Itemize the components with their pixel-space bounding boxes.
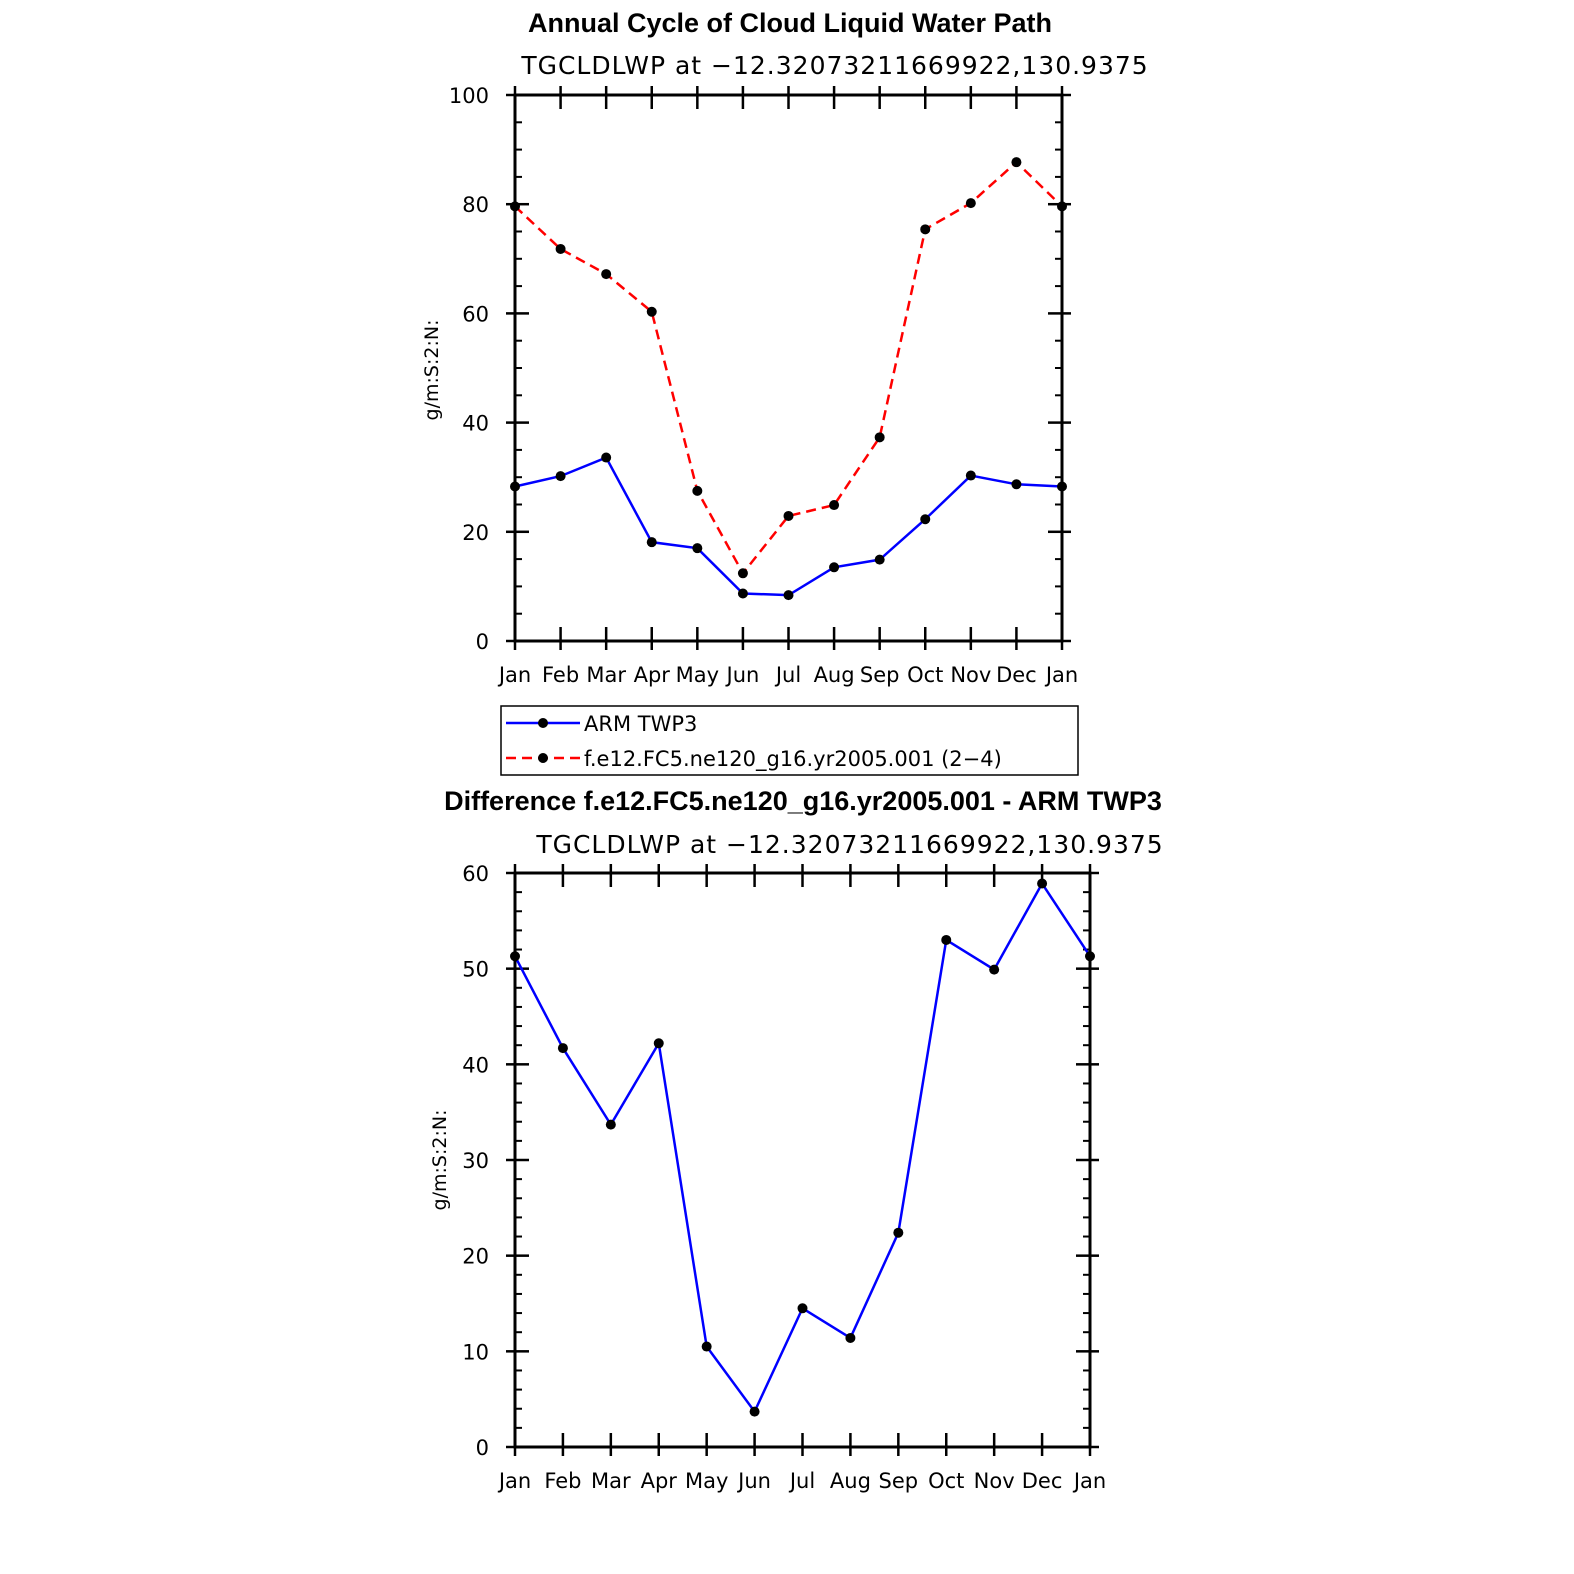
y-tick-label: 60 [462,862,489,886]
x-tick-label: Aug [830,1469,871,1493]
data-point [1085,951,1095,962]
data-point [601,269,612,280]
x-tick-label: Jun [725,663,760,687]
series-line-0 [514,455,1063,597]
y-tick-label: 30 [462,1149,489,1173]
data-point [965,470,976,481]
data-point [893,1227,904,1238]
data-point [510,951,520,962]
x-tick-label: Feb [544,1469,581,1493]
y-tick-label: 80 [462,193,489,217]
data-point [874,432,885,443]
data-point [783,510,794,521]
x-tick-label: Jun [736,1469,771,1493]
data-point [1011,479,1022,490]
x-tick-label: Jan [497,1469,531,1493]
x-tick-label: Apr [641,1469,678,1493]
data-point [965,198,976,209]
data-point [797,1303,808,1314]
legend-label-arm: ARM TWP3 [584,712,697,736]
x-tick-label: Jan [1072,1469,1106,1493]
x-tick-label: Oct [907,663,943,687]
y-tick-label: 50 [462,958,489,982]
difference-chart: Difference f.e12.FC5.ne120_g16.yr2005.00… [429,786,1163,1493]
data-point [1057,201,1067,212]
x-tick-label: Jan [497,663,531,687]
x-tick-label: May [676,663,719,687]
legend-label-model: f.e12.FC5.ne120_g16.yr2005.001 (2−4) [584,747,1002,772]
x-tick-label: Jul [788,1469,815,1493]
x-tick-label: Sep [879,1469,919,1493]
data-point [941,934,952,945]
x-tick-label: Mar [586,663,626,687]
data-point [692,485,703,496]
data-point [701,1341,712,1352]
y-tick-label: 0 [476,630,489,654]
chart1-title: Annual Cycle of Cloud Liquid Water Path [528,8,1052,38]
data-point [555,471,566,482]
data-point [646,306,657,317]
x-tick-label: Jul [774,663,801,687]
data-point [783,590,794,601]
x-tick-label: Nov [974,1469,1015,1493]
chart1-ylabel: g/m:S:2:N: [421,320,443,421]
data-point [829,500,840,511]
chart2-frame [513,871,1092,1449]
data-point [920,514,931,525]
y-tick-label: 20 [462,1245,489,1269]
data-point [874,554,885,565]
x-tick-label: Dec [1022,1469,1063,1493]
data-point [737,568,748,579]
legend-marker-arm [538,718,548,728]
data-point [989,964,1000,975]
data-point [737,588,748,599]
data-point [845,1332,856,1343]
x-tick-label: Apr [634,663,671,687]
chart2-title: Difference f.e12.FC5.ne120_g16.yr2005.00… [444,786,1162,816]
data-point [1057,481,1067,492]
y-tick-label: 60 [462,302,489,326]
x-tick-label: Sep [860,663,900,687]
chart2-subtitle: TGCLDLWP at −12.32073211669922,130.9375 [535,830,1163,859]
data-point [557,1043,568,1054]
data-point [646,537,657,548]
x-tick-label: Oct [928,1469,964,1493]
data-point [605,1119,616,1130]
x-tick-label: May [685,1469,728,1493]
data-point [555,243,566,254]
y-tick-label: 40 [462,1053,489,1077]
data-point [829,562,840,573]
chart1-plot-area: Jan Feb Mar Apr May Jun Jul Aug Sep Oct Nov Dec Jan 0… [449,84,1078,687]
data-point [749,1406,760,1417]
data-point [510,201,520,212]
y-tick-label: 10 [462,1340,489,1364]
legend-marker-model [538,753,548,763]
chart2-ylabel: g/m:S:2:N: [429,1110,451,1211]
y-tick-label: 40 [462,412,489,436]
annual-cycle-chart: Annual Cycle of Cloud Liquid Water Path … [421,8,1148,776]
series-line-0 [513,881,1092,1415]
x-tick-label: Aug [814,663,855,687]
y-tick-label: 0 [476,1436,489,1460]
data-point [1037,878,1048,889]
x-tick-label: Dec [996,663,1037,687]
x-tick-label: Mar [591,1469,631,1493]
chart2-plot-area: Jan Feb Mar Apr May Jun Jul Aug Sep Oct Nov Dec Jan 0… [462,862,1106,1493]
x-tick-label: Feb [542,663,579,687]
data-point [1011,157,1022,168]
data-point [692,543,703,554]
x-tick-label: Jan [1044,663,1078,687]
y-tick-label: 100 [449,84,489,108]
data-point [653,1038,664,1049]
legend-box [500,705,1079,776]
chart1-subtitle: TGCLDLWP at −12.32073211669922,130.9375 [520,51,1148,80]
y-tick-label: 20 [462,521,489,545]
data-point [510,481,520,492]
data-point [601,452,612,463]
chart1-frame [513,93,1064,643]
chart1-legend: ARM TWP3 f.e12.FC5.ne120_g16.yr2005.001 … [500,705,1079,776]
x-tick-label: Nov [950,663,991,687]
data-point [920,224,931,235]
